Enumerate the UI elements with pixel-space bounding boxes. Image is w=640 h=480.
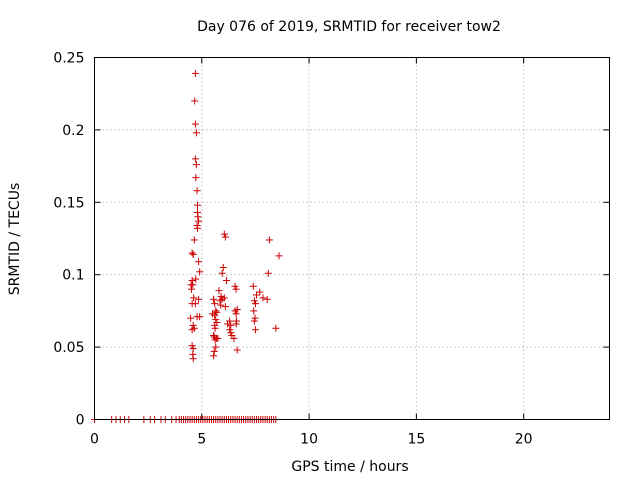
data-points [91, 69, 283, 423]
data-point [191, 300, 199, 308]
chart-title: Day 076 of 2019, SRMTID for receiver tow… [197, 19, 501, 35]
data-point [212, 307, 220, 315]
data-point [187, 314, 195, 322]
data-point [194, 201, 201, 209]
axis-ticks [94, 57, 610, 420]
data-point [220, 294, 228, 302]
data-point [193, 313, 201, 321]
data-point [227, 321, 235, 329]
data-point [192, 129, 200, 137]
y-axis-label: SRMTID / TECUs [7, 183, 23, 296]
data-point [233, 317, 241, 325]
x-tick-label: 10 [300, 432, 318, 448]
data-point [211, 311, 219, 319]
data-point [191, 120, 199, 128]
data-point [253, 291, 261, 299]
data-point [189, 250, 197, 258]
data-point [212, 316, 220, 324]
data-point [250, 297, 258, 305]
data-point [211, 336, 219, 344]
data-point [221, 233, 229, 241]
data-point [191, 69, 199, 77]
data-point [195, 217, 203, 225]
data-point [192, 275, 200, 283]
data-point [212, 343, 220, 351]
data-point [215, 287, 223, 295]
data-point [188, 249, 196, 257]
data-point [196, 268, 204, 276]
data-point [189, 321, 197, 329]
data-point [232, 310, 240, 318]
data-point [265, 236, 273, 244]
data-point [190, 324, 198, 332]
data-point [231, 307, 239, 315]
data-point [194, 213, 202, 221]
data-point [230, 334, 238, 342]
data-point [219, 263, 227, 271]
data-point [263, 295, 271, 303]
x-tick-label: 15 [407, 432, 425, 448]
data-point [190, 236, 198, 244]
data-point [192, 174, 200, 182]
data-point [218, 269, 226, 277]
data-point [188, 276, 196, 284]
data-point [217, 301, 225, 309]
data-point [226, 326, 234, 334]
data-point [210, 347, 218, 355]
data-point [275, 252, 283, 260]
data-point [220, 230, 228, 238]
data-point [251, 300, 259, 308]
data-point [231, 282, 239, 290]
y-tick-label: 0.15 [53, 195, 84, 211]
data-point [194, 224, 201, 232]
plot-frame [94, 57, 610, 420]
data-point [188, 342, 196, 350]
data-point [232, 285, 240, 293]
y-tick-label: 0 [76, 413, 85, 429]
data-point [249, 282, 257, 290]
y-tick-label: 0.2 [62, 123, 84, 139]
data-point [226, 317, 234, 325]
data-point [191, 97, 199, 105]
y-tick-labels: 0 0.05 0.1 0.15 0.2 0.25 [53, 51, 84, 429]
data-point [272, 324, 280, 332]
data-point [233, 346, 241, 354]
y-tick-label: 0.05 [53, 340, 84, 356]
data-point [212, 334, 220, 342]
data-point [250, 307, 258, 315]
data-point [192, 161, 200, 169]
x-tick-label: 0 [90, 432, 99, 448]
x-axis-label: GPS time / hours [291, 459, 408, 475]
data-point [264, 269, 272, 277]
data-point [211, 300, 219, 308]
data-point [259, 294, 267, 302]
x-tick-label: 20 [515, 432, 533, 448]
data-point [256, 288, 264, 296]
y-tick-label: 0.1 [62, 268, 84, 284]
data-point [250, 317, 258, 325]
data-point [251, 314, 259, 322]
data-point [195, 258, 203, 266]
data-point [210, 352, 218, 360]
data-point [211, 321, 219, 329]
x-tick-labels: 0 5 10 15 20 [90, 432, 533, 448]
data-point [222, 276, 230, 284]
data-point [189, 281, 197, 289]
data-point [191, 155, 199, 163]
data-point [217, 292, 225, 300]
data-point [189, 355, 197, 363]
data-point [210, 295, 218, 303]
data-point [227, 329, 235, 337]
x-tick-label: 5 [197, 432, 206, 448]
data-point [221, 303, 229, 311]
data-point [190, 294, 198, 302]
grid [94, 57, 610, 420]
data-point [187, 285, 195, 293]
data-point [251, 326, 259, 334]
data-point [193, 187, 201, 195]
y-tick-label: 0.25 [53, 51, 84, 67]
data-point [195, 295, 203, 303]
